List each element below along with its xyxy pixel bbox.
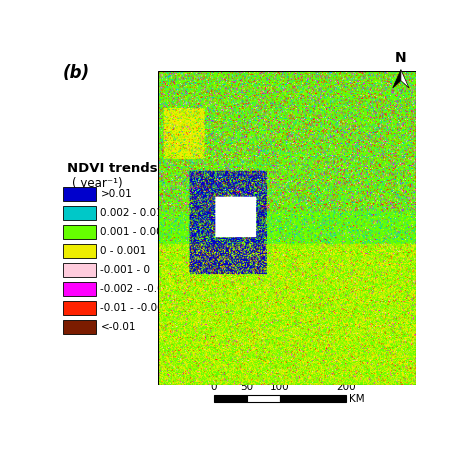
Text: N: N [395,51,407,65]
Text: >0.01: >0.01 [100,189,132,199]
Text: 0.001 - 0.002: 0.001 - 0.002 [100,227,170,237]
Polygon shape [401,70,409,88]
Text: 50: 50 [240,383,253,392]
Bar [63,282,96,296]
Text: NDVI trends: NDVI trends [66,163,157,175]
Text: <-0.01: <-0.01 [100,322,136,332]
Polygon shape [393,70,401,88]
Text: -0.001 - 0: -0.001 - 0 [100,265,150,275]
Text: 0: 0 [210,383,217,392]
Text: (b): (b) [63,64,90,82]
Text: 0.002 - 0.01: 0.002 - 0.01 [100,208,163,218]
Text: 100: 100 [270,383,290,392]
Bar [280,395,346,402]
Text: -0.01 - -0.002: -0.01 - -0.002 [100,303,171,313]
Bar [246,395,280,402]
Text: 200: 200 [336,383,356,392]
Bar [63,263,96,277]
Text: 0 - 0.001: 0 - 0.001 [100,246,146,256]
Bar [63,244,96,258]
Bar [63,187,96,201]
Bar [213,395,246,402]
Bar [63,206,96,220]
Text: ( year⁻¹): ( year⁻¹) [72,177,123,190]
Bar [63,301,96,315]
Bar [63,320,96,334]
Text: -0.002 - -0.001: -0.002 - -0.001 [100,284,177,294]
Text: KM: KM [349,393,365,403]
Bar [63,225,96,239]
